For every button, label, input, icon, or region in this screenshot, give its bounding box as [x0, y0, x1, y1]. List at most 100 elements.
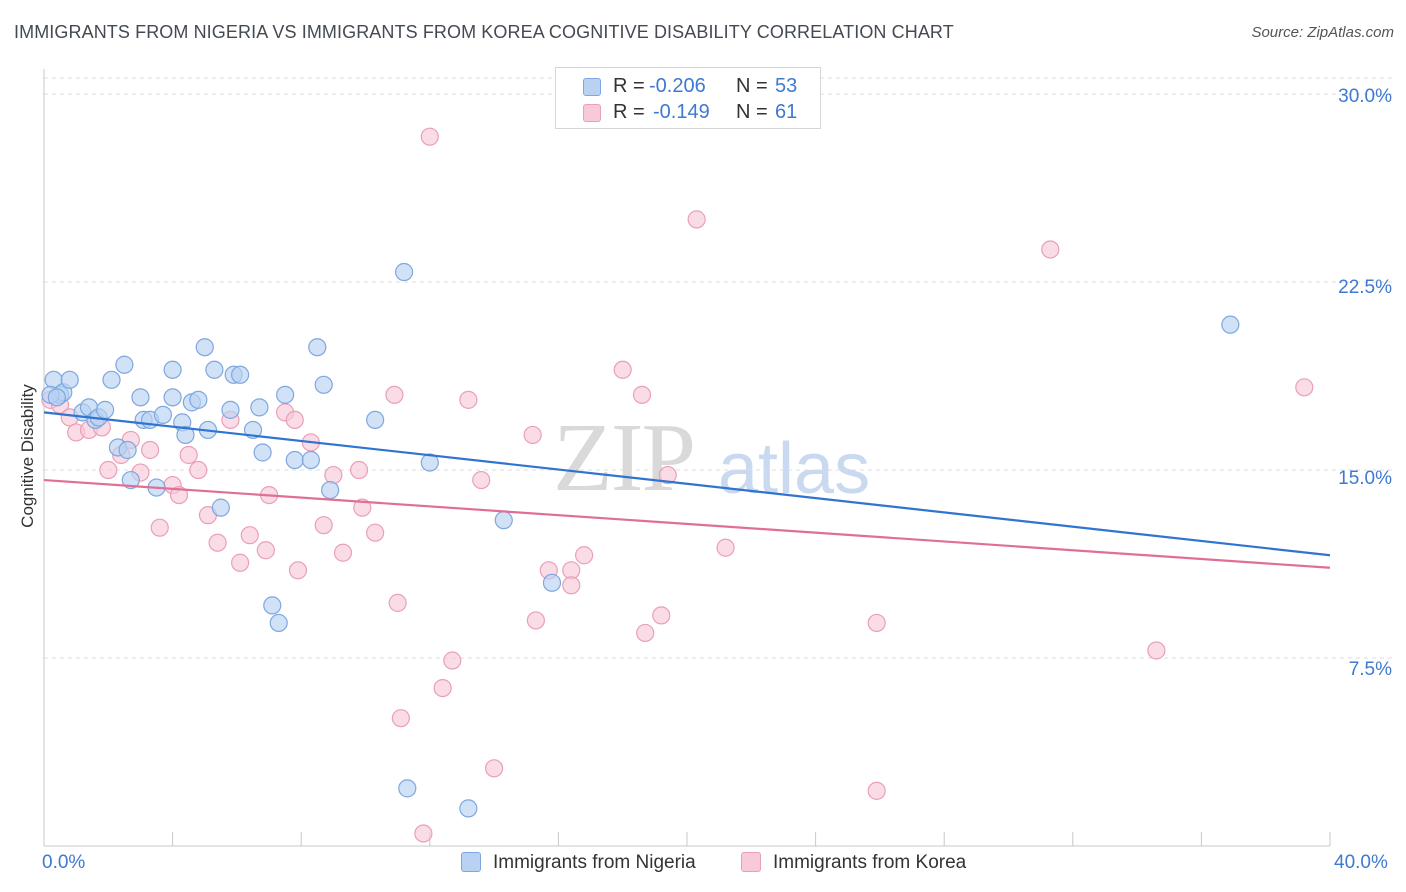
korea-point-29	[333, 543, 353, 562]
korea-n-value: 61	[775, 101, 798, 123]
korea-r-label: R =	[613, 101, 645, 123]
korea-point-42	[485, 759, 504, 778]
korea-point-39	[420, 127, 439, 146]
korea-point-44	[526, 611, 545, 630]
nigeria-point-36	[269, 613, 288, 633]
y-tick-label-15: 15.0%	[1338, 468, 1392, 489]
korea-point-32	[366, 523, 385, 542]
korea-point-49	[613, 360, 632, 379]
nigeria-point-28	[211, 498, 230, 517]
nigeria-points	[41, 262, 1240, 818]
korea-point-37	[433, 678, 452, 698]
nigeria-point-9	[102, 370, 121, 389]
nigeria-point-50	[1221, 315, 1240, 334]
korea-point-21	[256, 541, 275, 560]
korea-point-19	[231, 553, 250, 572]
nigeria-point-37	[276, 385, 295, 404]
korea-point-41	[472, 470, 491, 490]
legend-row-korea: R = -0.149 N = 61	[556, 101, 822, 127]
korea-point-30	[349, 460, 369, 480]
korea-point-24	[285, 410, 304, 430]
korea-swatch	[583, 104, 601, 122]
nigeria-point-11	[115, 355, 134, 374]
korea-point-56	[867, 613, 886, 633]
korea-point-17	[208, 533, 227, 552]
korea-point-58	[1041, 240, 1060, 259]
bottom-legend-korea: Immigrants from Korea	[741, 852, 966, 874]
korea-point-59	[1147, 641, 1166, 660]
korea-point-57	[867, 781, 886, 800]
source-credit: Source: ZipAtlas.com	[1251, 24, 1394, 41]
nigeria-n-value: 53	[775, 75, 798, 97]
nigeria-point-24	[189, 390, 208, 409]
nigeria-trend-line	[43, 411, 1331, 557]
nigeria-point-13	[121, 470, 140, 490]
korea-point-60	[1295, 378, 1314, 397]
nigeria-point-44	[394, 262, 414, 282]
korea-point-40	[459, 390, 478, 409]
korea-point-28	[324, 465, 343, 485]
nigeria-point-33	[250, 398, 269, 417]
y-tick-label-7-5: 7.5%	[1348, 659, 1392, 680]
nigeria-point-19	[163, 360, 182, 379]
legend-row-nigeria: R = -0.206 N = 53	[556, 75, 822, 101]
nigeria-point-12	[118, 440, 137, 460]
nigeria-point-52	[47, 388, 66, 407]
korea-point-31	[353, 498, 372, 517]
nigeria-point-47	[459, 799, 478, 818]
x-tick-label-max: 40.0%	[1334, 852, 1388, 873]
korea-point-48	[575, 546, 594, 565]
korea-points	[41, 127, 1314, 843]
nigeria-point-35	[263, 596, 282, 615]
y-tick-label-30: 30.0%	[1338, 86, 1392, 107]
axes	[43, 69, 1331, 847]
nigeria-n-label: N =	[736, 75, 768, 97]
korea-point-50	[632, 385, 652, 404]
nigeria-point-29	[221, 400, 240, 419]
bottom-legend-nigeria: Immigrants from Nigeria	[461, 852, 696, 874]
y-tick-label-22-5: 22.5%	[1338, 277, 1392, 298]
korea-point-13	[169, 485, 189, 505]
nigeria-point-45	[398, 779, 417, 798]
bottom-korea-label: Immigrants from Korea	[773, 852, 967, 873]
nigeria-point-48	[494, 511, 513, 530]
korea-point-11	[150, 518, 169, 537]
nigeria-point-31	[231, 365, 250, 384]
korea-point-47	[562, 576, 581, 595]
trend-lines	[43, 411, 1331, 569]
nigeria-point-38	[285, 450, 304, 470]
nigeria-point-46	[420, 453, 439, 472]
chart-title: IMMIGRANTS FROM NIGERIA VS IMMIGRANTS FR…	[14, 22, 954, 42]
korea-point-52	[652, 606, 671, 625]
korea-trend-line	[43, 478, 1331, 569]
korea-point-6	[99, 460, 118, 480]
nigeria-point-41	[314, 375, 333, 394]
korea-point-38	[443, 651, 462, 670]
x-tick-label-min: 0.0%	[42, 852, 86, 873]
correlation-legend: R = -0.206 N = 53 R = -0.149 N = 61	[555, 67, 821, 129]
korea-point-51	[636, 623, 655, 643]
nigeria-point-39	[301, 450, 320, 470]
nigeria-point-8	[95, 400, 115, 419]
nigeria-point-34	[253, 443, 272, 462]
nigeria-point-18	[153, 405, 173, 424]
y-axis-label: Cognitive Disability	[18, 384, 37, 528]
nigeria-swatch	[583, 78, 601, 96]
grid-lines	[44, 77, 1392, 659]
bottom-nigeria-label: Immigrants from Nigeria	[493, 852, 696, 873]
korea-point-20	[240, 526, 259, 545]
korea-point-33	[385, 385, 404, 404]
nigeria-point-22	[176, 425, 195, 445]
nigeria-point-3	[60, 370, 79, 389]
korea-point-35	[391, 709, 410, 728]
korea-point-14	[179, 445, 198, 465]
nigeria-r-value: -0.206	[649, 75, 706, 97]
korea-point-15	[189, 460, 208, 480]
nigeria-point-42	[321, 480, 340, 500]
korea-point-36	[414, 824, 433, 843]
bottom-nigeria-swatch	[461, 852, 481, 872]
korea-point-43	[523, 425, 542, 445]
nigeria-point-43	[366, 410, 385, 430]
korea-point-27	[314, 516, 333, 535]
